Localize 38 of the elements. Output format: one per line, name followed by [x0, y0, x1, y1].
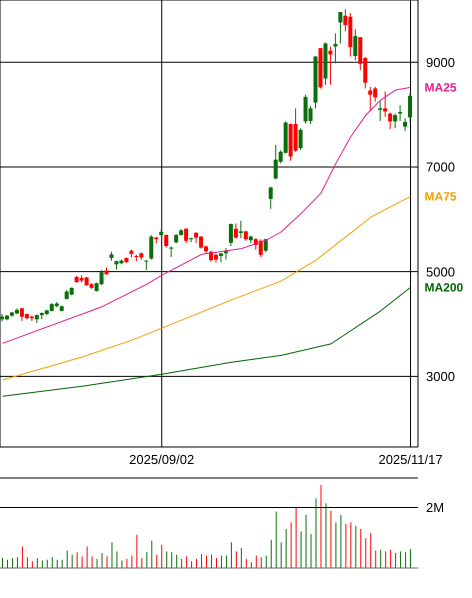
candlestick [393, 113, 398, 129]
candlestick [169, 246, 174, 258]
candlestick [218, 252, 223, 263]
candlestick [298, 128, 303, 151]
ref-line-label: 2M [426, 500, 444, 516]
candlestick [398, 104, 402, 122]
candlestick [403, 118, 408, 132]
candlestick [378, 101, 382, 122]
candlestick [234, 223, 238, 240]
candlestick [353, 28, 358, 61]
candlestick [174, 233, 178, 244]
y-tick-label: 3000 [426, 368, 455, 384]
candlestick [408, 92, 412, 122]
y-tick-label: 7000 [426, 160, 455, 175]
candlestick [149, 234, 154, 260]
series-label: MA200 [424, 280, 464, 294]
line-series [2, 286, 412, 397]
candlestick [244, 230, 248, 242]
y-tick-label: 9000 [426, 54, 455, 70]
line-series [2, 196, 412, 380]
x-tick-label: 2025/11/17 [378, 452, 443, 468]
line-series [2, 86, 412, 344]
candlestick [144, 260, 148, 271]
candlestick [164, 234, 168, 248]
candlestick [388, 112, 392, 130]
y-tick-label: 5000 [426, 264, 455, 280]
candlestick [264, 238, 268, 253]
candlestick [184, 228, 188, 244]
series-label: MA75 [424, 189, 457, 204]
x-tick-label: 2025/09/02 [129, 452, 194, 468]
candlestick [333, 33, 338, 64]
series-label: MA25 [424, 80, 457, 94]
candlestick [228, 223, 233, 247]
candlestick [238, 220, 243, 239]
candlestick [268, 186, 273, 210]
candlestick [338, 12, 342, 44]
candlestick [328, 46, 332, 86]
candlestick [383, 91, 388, 118]
